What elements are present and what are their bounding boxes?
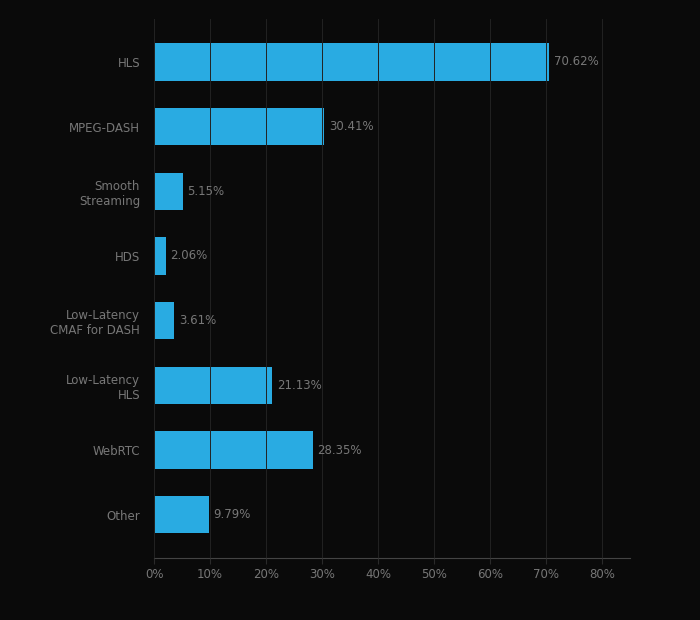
Bar	[154, 432, 313, 469]
Bar	[154, 172, 183, 210]
Bar	[154, 43, 550, 81]
Text: 30.41%: 30.41%	[329, 120, 373, 133]
Text: 21.13%: 21.13%	[276, 379, 321, 392]
Text: 9.79%: 9.79%	[214, 508, 251, 521]
Text: 2.06%: 2.06%	[170, 249, 207, 262]
Bar	[154, 302, 174, 339]
Bar	[154, 366, 272, 404]
Text: 5.15%: 5.15%	[188, 185, 225, 198]
Text: 28.35%: 28.35%	[317, 443, 362, 456]
Text: 3.61%: 3.61%	[178, 314, 216, 327]
Text: 70.62%: 70.62%	[554, 55, 598, 68]
Bar	[154, 237, 165, 275]
Bar	[154, 496, 209, 533]
Bar	[154, 108, 324, 145]
